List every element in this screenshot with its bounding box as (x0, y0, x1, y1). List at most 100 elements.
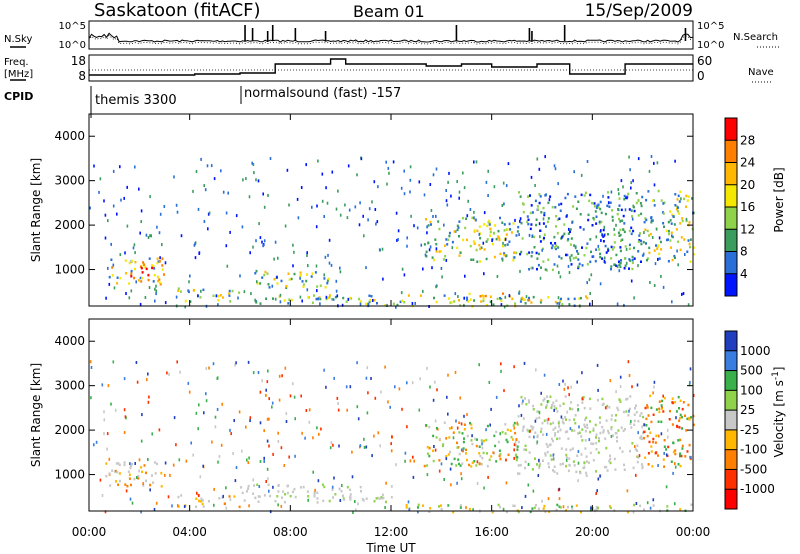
heatmap-cell (204, 188, 207, 192)
heatmap-cell (538, 411, 541, 415)
heatmap-cell (439, 504, 442, 507)
heatmap-cell (517, 440, 520, 444)
heatmap-cell (110, 258, 113, 261)
heatmap-cell (564, 395, 567, 398)
heatmap-cell (550, 406, 553, 409)
heatmap-cell (513, 443, 516, 447)
heatmap-cell (385, 481, 387, 485)
heatmap-cell (542, 459, 544, 462)
heatmap-cell (432, 434, 435, 438)
heatmap-cell (148, 257, 151, 260)
heatmap-cell (109, 484, 112, 487)
heatmap-cell (618, 234, 621, 237)
heatmap-cell (607, 431, 610, 435)
heatmap-cell (440, 267, 443, 270)
heatmap-cell (574, 414, 577, 417)
heatmap-cell (540, 211, 543, 214)
heatmap-cell (593, 202, 596, 205)
heatmap-cell (463, 428, 466, 431)
heatmap-cell (514, 431, 517, 435)
heatmap-cell (234, 479, 237, 483)
heatmap-cell (431, 256, 434, 259)
nave-tick-top: 60 (697, 54, 712, 68)
heatmap-cell (611, 219, 614, 222)
heatmap-cell (464, 226, 467, 230)
heatmap-cell (515, 438, 518, 441)
heatmap-cell (558, 487, 561, 491)
heatmap-cell (508, 294, 511, 298)
heatmap-cell (259, 390, 262, 394)
heatmap-cell (557, 422, 560, 425)
heatmap-cell (504, 295, 507, 299)
heatmap-cell (638, 234, 641, 237)
heatmap-cell (241, 491, 244, 495)
heatmap-cell (425, 255, 428, 258)
heatmap-cell (627, 414, 630, 417)
heatmap-cell (543, 211, 546, 215)
heatmap-cell (267, 369, 269, 373)
heatmap-cell (513, 256, 516, 259)
noise-right-tick-bottom: 10^0 (697, 40, 724, 51)
heatmap-cell (492, 303, 495, 306)
heatmap-cell (592, 255, 595, 258)
heatmap-cell (134, 462, 136, 465)
heatmap-cell (679, 464, 682, 468)
heatmap-cell (635, 192, 638, 195)
heatmap-cell (685, 205, 688, 208)
heatmap-cell (637, 250, 640, 253)
heatmap-cell (123, 196, 125, 200)
heatmap-cell (511, 297, 514, 301)
heatmap-cell (692, 253, 695, 256)
heatmap-cell (145, 233, 148, 237)
heatmap-cell (652, 391, 654, 395)
heatmap-cell (538, 466, 541, 470)
heatmap-cell (588, 199, 591, 203)
heatmap-cell (346, 216, 349, 220)
heatmap-cell (578, 425, 580, 429)
heatmap-cell (461, 216, 464, 220)
heatmap-cell (452, 431, 455, 434)
heatmap-cell (425, 218, 427, 221)
noise-right-tick-top: 10^5 (697, 21, 724, 32)
beam-title: Beam 01 (353, 2, 425, 21)
heatmap-cell (633, 419, 636, 423)
heatmap-cell (517, 225, 520, 229)
heatmap-cell (266, 380, 269, 384)
heatmap-cell (255, 301, 258, 304)
heatmap-cell (346, 408, 348, 412)
heatmap-cell (307, 495, 310, 498)
heatmap-cell (663, 451, 665, 455)
heatmap-cell (553, 408, 555, 412)
heatmap-cell (547, 497, 550, 501)
heatmap-cell (311, 301, 314, 304)
heatmap-cell (637, 456, 640, 459)
heatmap-cell (149, 483, 152, 487)
heatmap-cell (502, 245, 504, 248)
heatmap-cell (581, 246, 583, 249)
heatmap-cell (105, 296, 107, 300)
heatmap-cell (404, 451, 407, 455)
heatmap-cell (123, 461, 126, 464)
heatmap-cell (195, 497, 198, 500)
heatmap-cell (198, 499, 200, 503)
heatmap-cell (470, 258, 473, 261)
heatmap-cell (349, 493, 352, 496)
heatmap-cell (635, 404, 637, 407)
heatmap-cell (435, 242, 438, 246)
heatmap-cell (680, 454, 683, 458)
heatmap-cell (385, 160, 387, 164)
heatmap-cell (557, 420, 560, 424)
heatmap-cell (479, 247, 482, 251)
heatmap-cell (478, 225, 481, 228)
heatmap-cell (207, 227, 209, 231)
heatmap-cell (325, 385, 327, 389)
heatmap-cell (292, 490, 294, 494)
heatmap-cell (515, 458, 518, 462)
heatmap-cell (493, 185, 496, 189)
heatmap-cell (573, 297, 576, 301)
heatmap-cell (640, 242, 643, 246)
heatmap-cell (581, 264, 584, 267)
heatmap-cell (635, 502, 638, 505)
heatmap-cell (686, 450, 689, 453)
heatmap-cell (134, 165, 136, 169)
